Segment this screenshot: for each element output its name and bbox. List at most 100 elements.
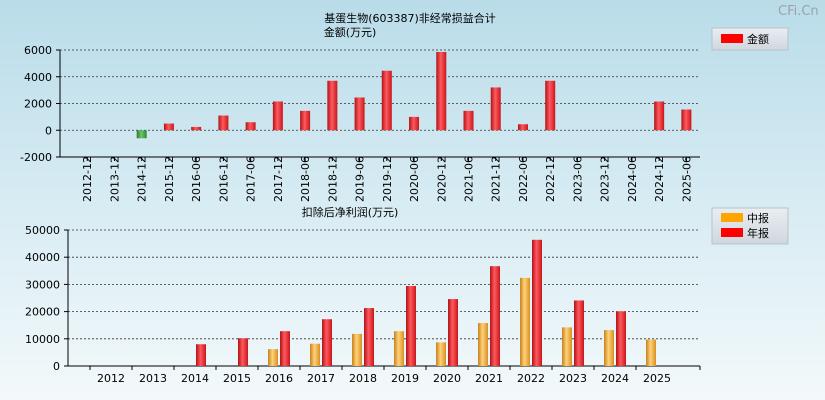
- chart1-legend-box: [711, 27, 789, 51]
- chart1-ytick-label: -2000: [20, 151, 52, 164]
- chart1-xtick-label: 2018-06: [299, 156, 312, 202]
- chart1-xtick-label: 2020-12: [435, 156, 448, 202]
- chart2-xtick-label: 2014: [181, 372, 209, 385]
- chart1-ytick-label: 0: [45, 124, 52, 137]
- chart2-ytick-label: 50000: [25, 224, 60, 237]
- chart1-bar: [681, 109, 692, 131]
- chart1-bar: [436, 52, 447, 131]
- chart2-bar-mid: [268, 349, 278, 366]
- chart1-xtick-label: 2014-12: [136, 156, 149, 202]
- chart2-bar-annual: [238, 338, 248, 366]
- chart1-xtick-label: 2024-06: [626, 156, 639, 202]
- chart1-bar: [654, 101, 665, 131]
- chart2-xtick-label: 2019: [391, 372, 419, 385]
- chart2-xtick-label: 2024: [601, 372, 629, 385]
- chart2-xtick-label: 2017: [307, 372, 335, 385]
- chart1-xtick-label: 2013-12: [108, 156, 121, 202]
- chart1-bar: [245, 122, 256, 131]
- chart2-legend-label-annual: 年报: [747, 226, 769, 240]
- chart2-bar-annual: [448, 299, 458, 366]
- chart1-xtick-label: 2019-12: [381, 156, 394, 202]
- chart2-legend-label-mid: 中报: [747, 211, 769, 225]
- chart2-title: 扣除后净利润(万元): [302, 205, 399, 219]
- watermark: CFi.Cn: [778, 4, 819, 19]
- chart1-xtick-label: 2022-12: [544, 156, 557, 202]
- chart1-ytick-label: 2000: [24, 98, 52, 111]
- chart1-xtick-label: 2023-06: [571, 156, 584, 202]
- chart2-bar-mid: [562, 327, 572, 366]
- chart2-bar-mid: [604, 330, 614, 366]
- chart2-xtick-label: 2016: [265, 372, 293, 385]
- chart2-xtick-label: 2022: [517, 372, 545, 385]
- chart1-xtick-label: 2023-12: [599, 156, 612, 202]
- chart2-xtick-label: 2013: [139, 372, 167, 385]
- chart2-plot: 0 10000 20000 30000 40000 50000 2012 2013 2014 20…: [25, 224, 701, 385]
- chart1-bar: [354, 97, 365, 131]
- chart1-xtick-label: 2025-06: [680, 156, 693, 202]
- chart2-xtick-label: 2018: [349, 372, 377, 385]
- chart1-bar: [136, 130, 147, 139]
- chart1-xtick-label: 2016-12: [217, 156, 230, 202]
- chart2-xtick-label: 2021: [475, 372, 503, 385]
- chart2-xtick-label: 2025: [643, 372, 671, 385]
- chart1-bar: [191, 126, 202, 131]
- chart1-bar: [490, 87, 501, 131]
- chart1-xtick-label: 2018-12: [326, 156, 339, 202]
- chart1-ytick-label: 4000: [24, 71, 52, 84]
- chart1-ytick-label: 6000: [24, 44, 52, 57]
- chart2-ytick-label: 30000: [25, 278, 60, 291]
- chart1-title: 基蛋生物(603387)非经常损益合计: [324, 11, 496, 25]
- chart1-bar: [381, 70, 392, 131]
- chart2-ytick-label: 20000: [25, 306, 60, 319]
- chart2-ytick-label: 10000: [25, 333, 60, 346]
- chart2-bar-annual: [364, 308, 374, 366]
- chart1-xtick-label: 2024-12: [653, 156, 666, 202]
- chart2-bar-mid: [520, 277, 530, 366]
- chart1-subtitle: 金额(万元): [324, 25, 377, 39]
- chart1-xtick-label: 2016-06: [190, 156, 203, 202]
- chart2-bar-mid: [478, 323, 488, 366]
- chart2-bar-mid: [352, 333, 362, 366]
- chart2-bar-annual: [196, 344, 206, 366]
- chart1-bar: [545, 80, 556, 131]
- chart1-xtick-label: 2017-12: [272, 156, 285, 202]
- chart2-bar-annual: [490, 266, 500, 366]
- chart1-xtick-label: 2012-12: [81, 156, 94, 202]
- chart2-bar-annual: [406, 286, 416, 366]
- chart2-bar-annual: [532, 239, 542, 366]
- chart2-legend-swatch-mid: [721, 213, 743, 222]
- chart1-legend-swatch-amount: [721, 34, 743, 43]
- chart1-bar: [163, 123, 174, 131]
- chart1-plot: -2000 0 2000 4000 6000 2012-12 2013-12 2014-12 2…: [20, 44, 700, 202]
- chart1-bar: [300, 110, 311, 131]
- chart2-legend-swatch-annual: [721, 228, 743, 237]
- chart2-xtick-label: 2023: [559, 372, 587, 385]
- chart2-bar-mid: [310, 343, 320, 366]
- chart1-bar: [272, 101, 283, 131]
- chart1-xtick-label: 2021-06: [463, 156, 476, 202]
- chart1-xtick-label: 2019-06: [354, 156, 367, 202]
- chart2-bar-annual: [280, 331, 290, 366]
- chart1-bar: [463, 110, 474, 131]
- chart1-xtick-label: 2020-06: [408, 156, 421, 202]
- chart2-bar-mid: [646, 339, 656, 366]
- chart1-xtick-label: 2022-06: [517, 156, 530, 202]
- chart1-bar: [517, 124, 528, 131]
- chart1-legend: 金额: [711, 27, 789, 51]
- chart2-bar-annual: [574, 300, 584, 366]
- chart2-legend: 中报 年报: [711, 207, 789, 245]
- chart2-xtick-label: 2012: [97, 372, 125, 385]
- chart1-bar: [218, 115, 229, 131]
- chart1-bar: [327, 80, 338, 131]
- chart1-xtick-label: 2017-06: [245, 156, 258, 202]
- chart2-xtick-label: 2020: [433, 372, 461, 385]
- chart2-ytick-label: 0: [53, 360, 60, 373]
- chart1-legend-label-amount: 金额: [747, 32, 769, 46]
- chart2-bar-mid: [394, 331, 404, 366]
- chart2-bar-annual: [322, 319, 332, 366]
- chart2-bar-annual: [616, 311, 626, 366]
- chart2-bar-mid: [436, 342, 446, 366]
- chart2-xtick-label: 2015: [223, 372, 251, 385]
- chart1-bar: [409, 116, 420, 131]
